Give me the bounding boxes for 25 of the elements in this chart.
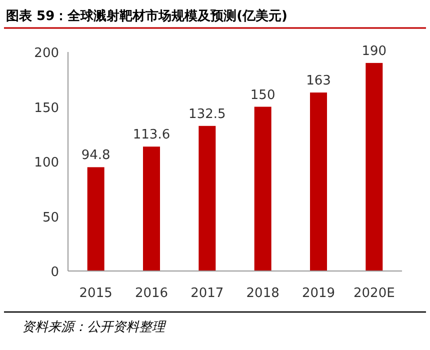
y-tick-label: 100	[34, 156, 59, 170]
x-tick-label: 2019	[302, 286, 336, 301]
bar	[310, 92, 327, 271]
x-tick-label: 2018	[246, 286, 280, 301]
data-label: 150	[250, 88, 276, 103]
bar	[143, 146, 160, 271]
bar	[366, 62, 383, 271]
data-label: 163	[306, 74, 331, 89]
bar	[87, 167, 104, 271]
x-tick-label: 2017	[190, 286, 224, 301]
bar	[254, 106, 272, 271]
bar	[198, 126, 216, 271]
text: 资料来源：公开资料整理	[22, 320, 167, 335]
x-tick-label: 2020E	[354, 286, 395, 301]
data-label: 132.5	[188, 106, 226, 122]
y-tick-label: 150	[34, 100, 59, 116]
y-tick-label: 0	[50, 265, 59, 280]
data-label: 190	[362, 44, 387, 59]
chart-title: 图表 59：全球溅射靶材市场规模及预测(亿美元)	[6, 8, 288, 24]
x-tick-label: 2016	[134, 286, 168, 301]
x-tick-label: 2015	[79, 286, 112, 301]
y-tick-label: 200	[34, 46, 59, 61]
data-label: 94.8	[81, 148, 110, 164]
data-label: 113.6	[132, 128, 170, 143]
y-tick-label: 50	[42, 210, 59, 226]
